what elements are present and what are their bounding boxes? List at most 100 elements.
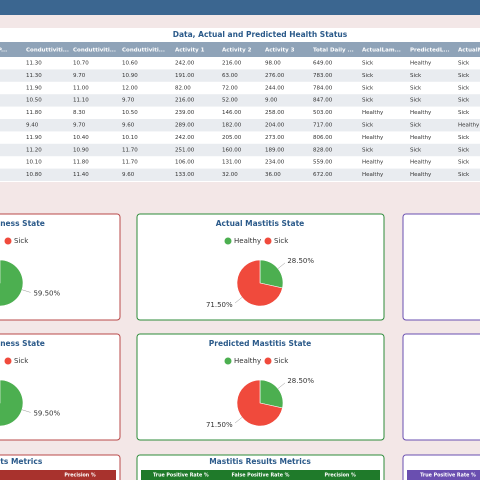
cell: 9.70 <box>122 98 135 104</box>
cell: Sick <box>362 73 374 79</box>
cell: 10.60 <box>122 61 138 67</box>
column-header: ActualM... <box>458 48 480 54</box>
cell: 216.00 <box>222 61 242 67</box>
table-title: Data, Actual and Predicted Health Status <box>173 30 348 39</box>
cell: 133.00 <box>175 172 195 178</box>
cell: 63.00 <box>222 73 238 79</box>
cell: 11.10 <box>73 98 89 104</box>
column-header: Activity 2 <box>222 48 252 54</box>
metrics-header-label: Precision % <box>325 473 357 479</box>
metrics-header-label: False Positive Rate % <box>232 473 290 479</box>
cell: 10.50 <box>26 98 42 104</box>
legend-label: Sick <box>274 357 289 365</box>
row-bg <box>0 143 480 157</box>
cell: Healthy <box>362 135 384 141</box>
cell: 11.30 <box>26 73 42 79</box>
cell: Sick <box>410 147 422 153</box>
cell: 242.00 <box>175 135 195 141</box>
pie-slice <box>259 379 284 409</box>
metrics-header-label: True Positive Rate % <box>153 473 209 479</box>
cell: 784.00 <box>313 85 333 91</box>
cell: 239.00 <box>175 110 195 116</box>
cell: 106.00 <box>175 160 195 166</box>
cell: 783.00 <box>313 73 333 79</box>
cell: 10.70 <box>73 61 89 67</box>
metrics-header-label: Precision % <box>64 473 96 479</box>
cell: 32.00 <box>222 172 238 178</box>
cell: 10.90 <box>122 73 138 79</box>
cell: Sick <box>362 147 374 153</box>
cell: Sick <box>362 98 374 104</box>
cell: 559.00 <box>313 160 333 166</box>
cell: Healthy <box>410 172 432 178</box>
pie-slice <box>0 259 24 307</box>
row-bg <box>0 94 480 107</box>
legend-dot <box>4 357 12 365</box>
pie-label: 28.50% <box>287 257 314 265</box>
cell: Sick <box>362 85 374 91</box>
cell: 98.00 <box>265 61 281 67</box>
cell: 11.80 <box>26 110 42 116</box>
cell: Healthy <box>458 123 480 129</box>
cell: 36.00 <box>265 172 281 178</box>
leader <box>21 409 31 413</box>
cell: Healthy <box>410 110 432 116</box>
cell: 10.50 <box>122 110 138 116</box>
cell: 11.40 <box>73 172 89 178</box>
cell: Healthy <box>362 172 384 178</box>
cell: 806.00 <box>313 135 333 141</box>
panel-title: eness State <box>0 339 45 348</box>
legend-dot <box>224 237 232 245</box>
panel-title: Mastitis Results Metrics <box>209 457 311 466</box>
cell: 289.00 <box>175 123 195 129</box>
cell: 847.00 <box>313 98 333 104</box>
cell: 216.00 <box>175 98 195 104</box>
cell: Sick <box>458 110 470 116</box>
cell: 12.00 <box>122 85 138 91</box>
top-bar <box>0 0 480 15</box>
cell: 10.90 <box>73 147 89 153</box>
cell: 182.00 <box>222 123 242 129</box>
cell: Sick <box>458 73 470 79</box>
pie-label: 59.50% <box>33 409 60 417</box>
panel <box>402 213 480 321</box>
pie-slice <box>0 379 24 427</box>
cell: Sick <box>410 123 422 129</box>
cell: 10.10 <box>122 135 138 141</box>
cell: Sick <box>410 73 422 79</box>
cell: 205.00 <box>222 135 242 141</box>
column-header: ActualLam... <box>362 48 401 54</box>
cell: 649.00 <box>313 61 333 67</box>
cell: 82.00 <box>175 85 191 91</box>
cell: Sick <box>410 98 422 104</box>
cell: 11.80 <box>73 160 89 166</box>
metrics-header <box>141 470 380 480</box>
panel <box>0 213 121 321</box>
metrics-header <box>407 470 480 480</box>
cell: 9.70 <box>73 73 86 79</box>
row-bg <box>0 69 480 82</box>
cell: 9.00 <box>265 98 278 104</box>
legend-label: Sick <box>14 237 29 245</box>
cell: 11.00 <box>73 85 89 91</box>
panel-title: Predicted Mastitis State <box>209 339 311 348</box>
leader <box>277 262 286 269</box>
cell: 273.00 <box>265 135 285 141</box>
metrics-header <box>0 470 116 480</box>
cell: Sick <box>410 85 422 91</box>
cell: 146.00 <box>222 110 242 116</box>
cell: 204.00 <box>265 123 285 129</box>
cell: 503.00 <box>313 110 333 116</box>
column-header: h/P... <box>0 48 7 54</box>
cell: Sick <box>458 147 470 153</box>
cell: Sick <box>458 160 470 166</box>
cell: Healthy <box>410 61 432 67</box>
cell: Sick <box>458 61 470 67</box>
column-header: PredictedL... <box>410 48 450 54</box>
cell: Sick <box>458 172 470 178</box>
cell: 191.00 <box>175 73 195 79</box>
cell: 72.00 <box>222 85 238 91</box>
legend-label: Healthy <box>234 357 261 365</box>
column-header: Activity 3 <box>265 48 295 54</box>
